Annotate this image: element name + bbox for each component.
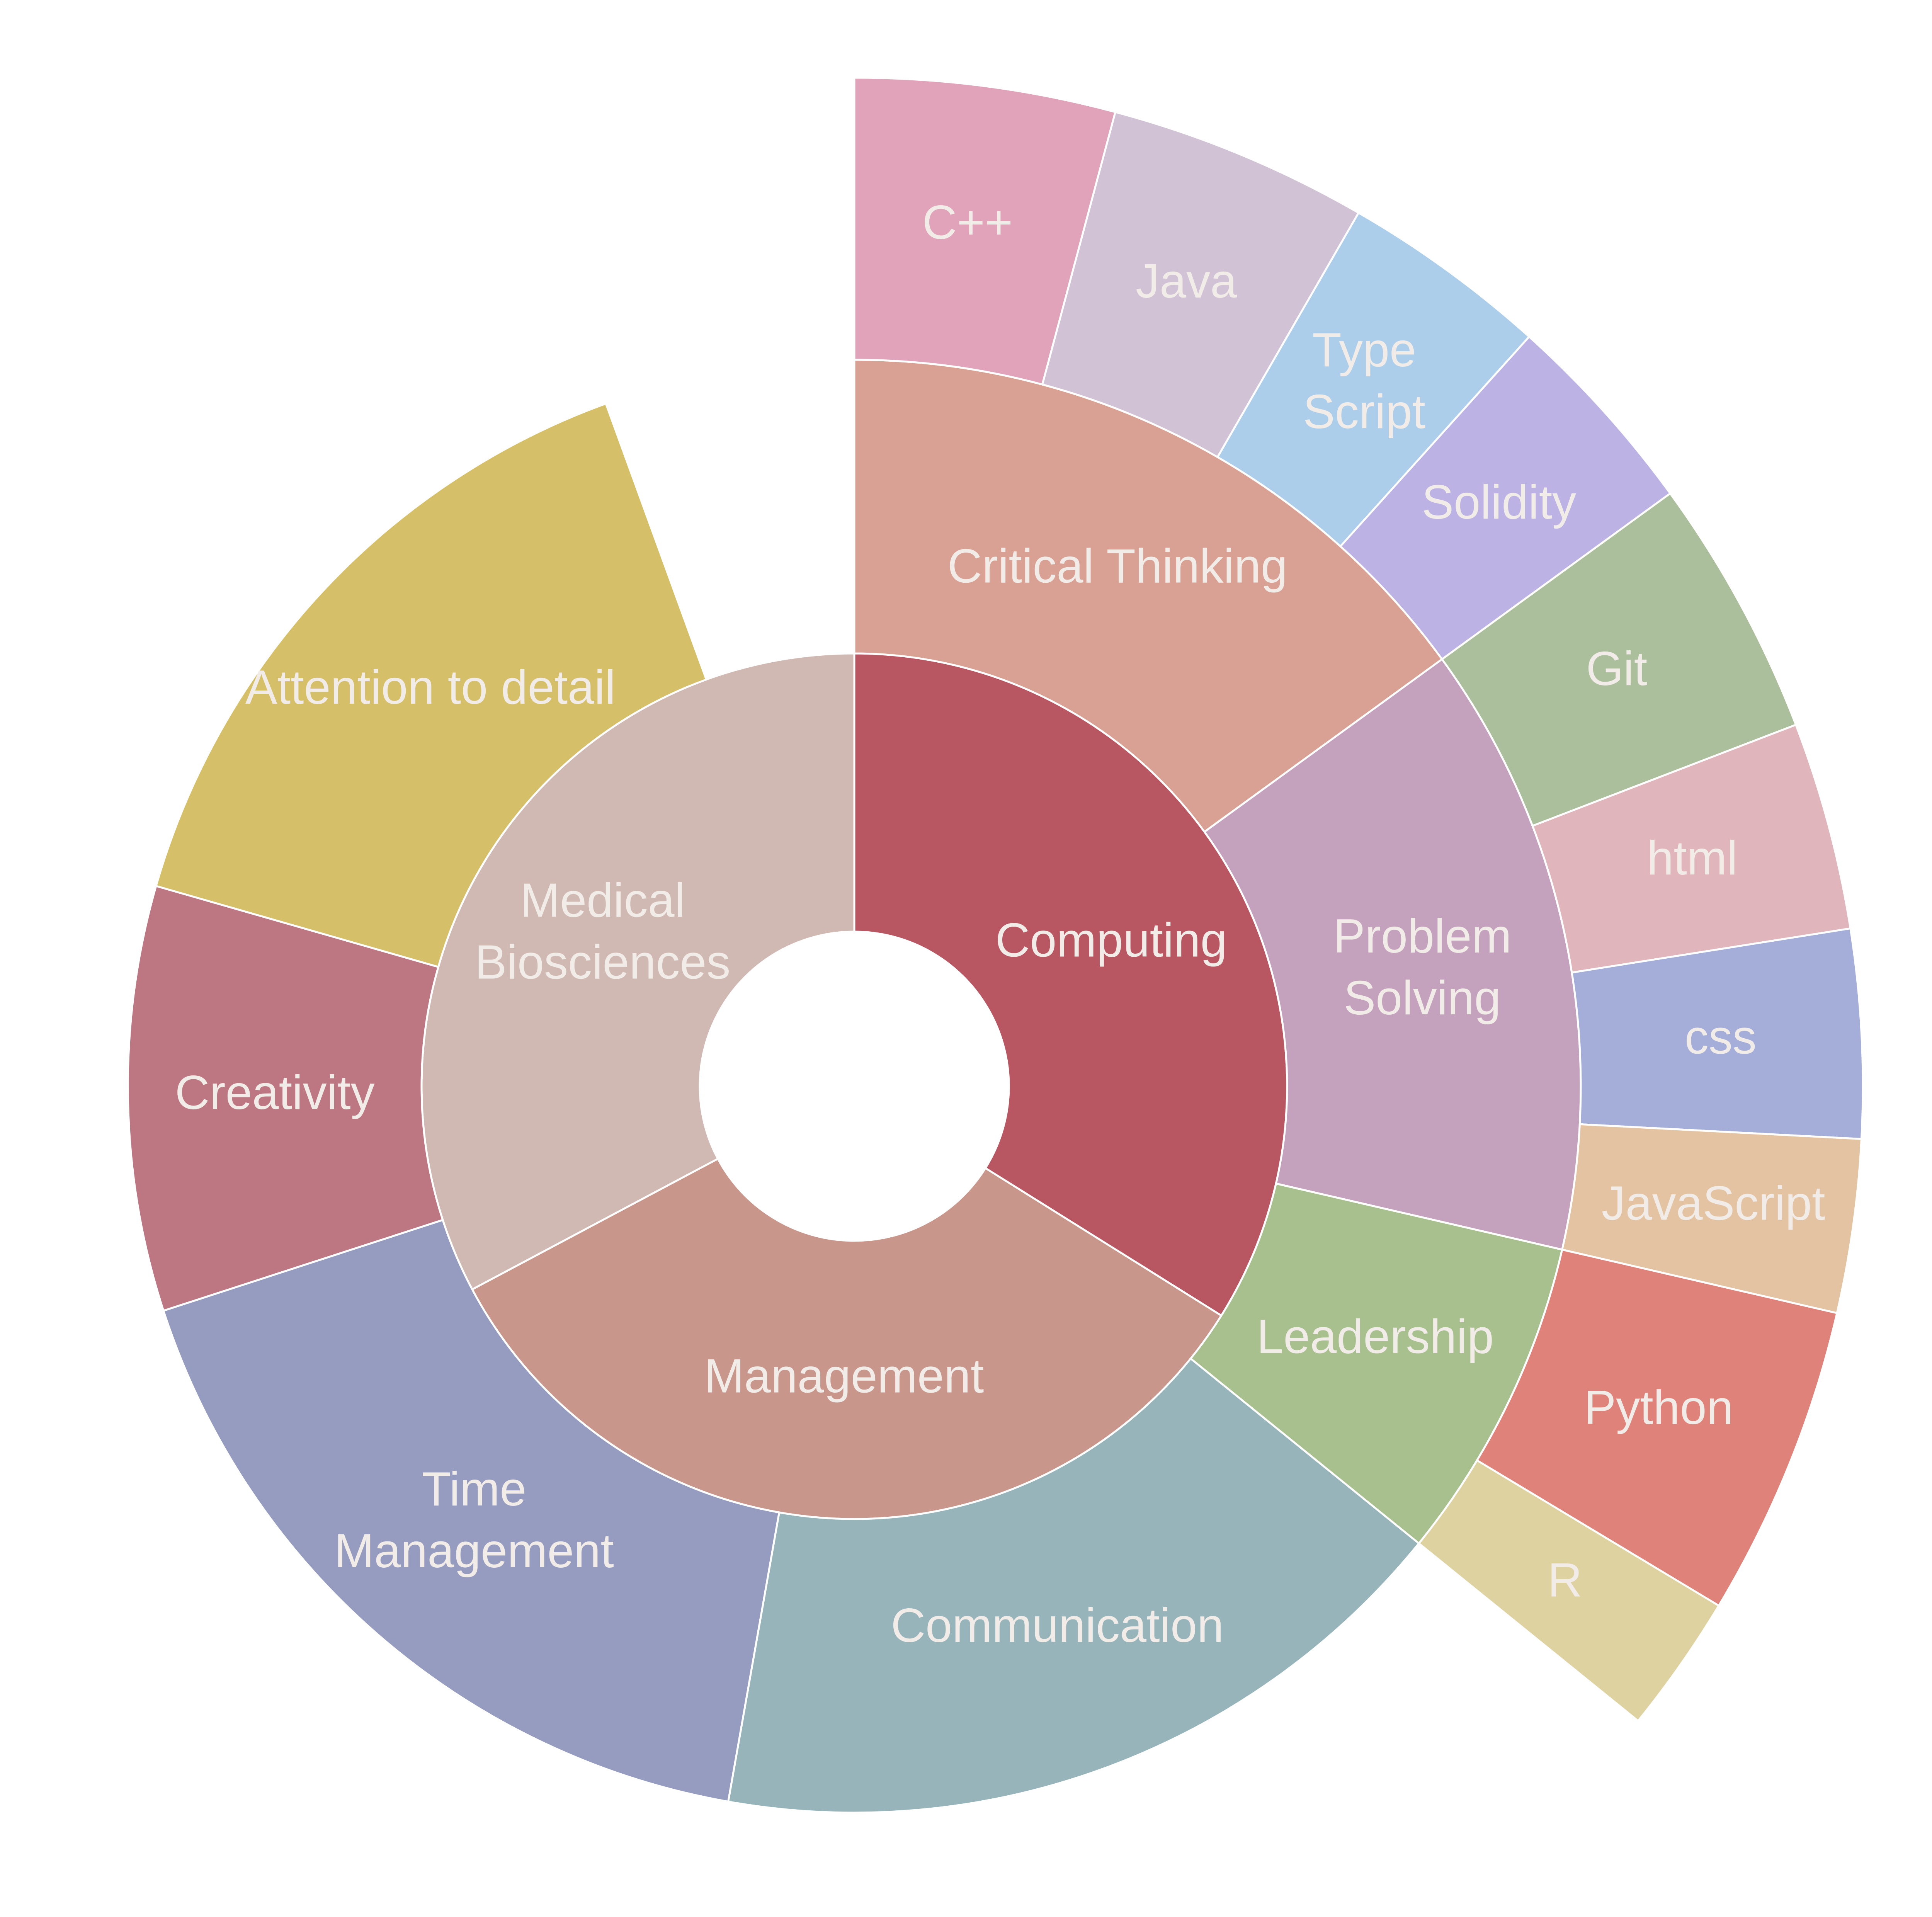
label-line: Script: [1303, 385, 1425, 439]
label-line: Medical: [520, 874, 685, 927]
label-line: R: [1548, 1553, 1582, 1607]
label-line: Biosciences: [475, 936, 731, 989]
label-line: Management: [704, 1349, 984, 1403]
label-solidity: Solidity: [1422, 476, 1576, 529]
segment-communication[interactable]: [727, 1357, 1420, 1814]
label-javascript: JavaScript: [1602, 1177, 1825, 1230]
label-line: Attention to detail: [245, 661, 616, 714]
label-line: Solving: [1344, 971, 1501, 1025]
label-time-management: Time Management: [334, 1463, 614, 1578]
label-line: Critical Thinking: [947, 539, 1287, 593]
segment-time-management[interactable]: [162, 1218, 781, 1803]
label-java: Java: [1136, 255, 1237, 308]
label-problem-solving: Problem Solving: [1333, 910, 1512, 1025]
label-line: Computing: [995, 913, 1227, 967]
label-git: Git: [1586, 642, 1647, 696]
label-medical-biosciences: Medical Biosciences: [475, 874, 731, 989]
label-html: html: [1647, 832, 1737, 885]
label-line: Communication: [891, 1599, 1224, 1652]
label-line: css: [1685, 1010, 1757, 1064]
label-type-script: Type Script: [1303, 323, 1425, 439]
label-management: Management: [704, 1349, 984, 1403]
label-python: Python: [1584, 1381, 1733, 1434]
label-line: Time: [422, 1463, 526, 1516]
label-communication: Communication: [891, 1599, 1224, 1652]
label-line: JavaScript: [1602, 1177, 1825, 1230]
label-line: html: [1647, 832, 1737, 885]
label-creativity: Creativity: [175, 1066, 375, 1119]
label-css: css: [1685, 1010, 1757, 1064]
segment-attention-to-detail[interactable]: [155, 402, 708, 968]
label-line: Management: [334, 1524, 614, 1578]
label-attention-to-detail: Attention to detail: [245, 661, 616, 714]
label-c: C++: [922, 196, 1013, 249]
label-leadership: Leadership: [1257, 1310, 1494, 1363]
label-line: Creativity: [175, 1066, 375, 1119]
label-line: C++: [922, 196, 1013, 249]
label-critical-thinking: Critical Thinking: [947, 539, 1287, 593]
label-line: Java: [1136, 255, 1237, 308]
label-line: Git: [1586, 642, 1647, 696]
segment-r[interactable]: [1417, 1459, 1720, 1723]
label-line: Type: [1312, 323, 1416, 377]
segment-creativity[interactable]: [127, 885, 444, 1312]
label-line: Problem: [1333, 910, 1512, 963]
label-computing: Computing: [995, 913, 1227, 967]
label-line: Python: [1584, 1381, 1733, 1434]
label-line: Leadership: [1257, 1310, 1494, 1363]
label-line: Solidity: [1422, 476, 1576, 529]
label-r: R: [1548, 1553, 1582, 1607]
